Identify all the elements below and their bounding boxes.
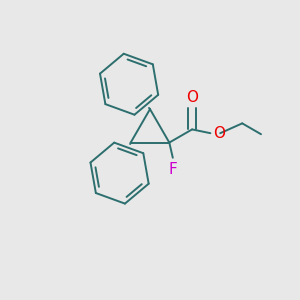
Text: O: O <box>213 126 225 141</box>
Text: O: O <box>186 90 198 105</box>
Text: F: F <box>168 162 177 177</box>
